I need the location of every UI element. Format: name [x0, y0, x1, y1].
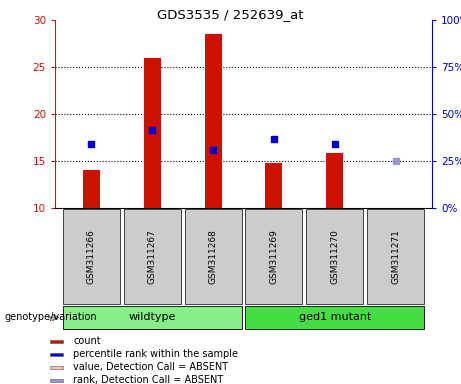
Text: GSM311270: GSM311270	[330, 229, 339, 284]
Bar	[367, 209, 424, 304]
Bar	[245, 306, 424, 329]
Bar	[205, 34, 222, 208]
Bar	[50, 340, 63, 343]
Text: rank, Detection Call = ABSENT: rank, Detection Call = ABSENT	[73, 375, 224, 384]
Text: ged1 mutant: ged1 mutant	[299, 313, 371, 323]
Text: count: count	[73, 336, 101, 346]
Text: wildtype: wildtype	[129, 313, 176, 323]
Text: GSM311267: GSM311267	[148, 229, 157, 284]
Bar	[124, 209, 181, 304]
Text: percentile rank within the sample: percentile rank within the sample	[73, 349, 238, 359]
Text: genotype/variation: genotype/variation	[5, 313, 97, 323]
Bar	[387, 207, 404, 208]
Bar	[184, 209, 242, 304]
Text: GSM311266: GSM311266	[87, 229, 96, 284]
Bar	[50, 353, 63, 356]
Bar	[326, 154, 343, 208]
Bar	[63, 209, 120, 304]
Bar	[306, 209, 363, 304]
Bar	[266, 163, 283, 208]
Text: GDS3535 / 252639_at: GDS3535 / 252639_at	[157, 8, 304, 21]
Bar	[83, 170, 100, 208]
Bar	[50, 379, 63, 382]
Text: GSM311268: GSM311268	[208, 229, 218, 284]
Bar	[144, 58, 161, 208]
Bar	[245, 209, 302, 304]
Text: GSM311269: GSM311269	[269, 229, 278, 284]
Bar	[50, 366, 63, 369]
Text: value, Detection Call = ABSENT: value, Detection Call = ABSENT	[73, 362, 229, 372]
Bar	[63, 306, 242, 329]
Text: GSM311271: GSM311271	[391, 229, 400, 284]
